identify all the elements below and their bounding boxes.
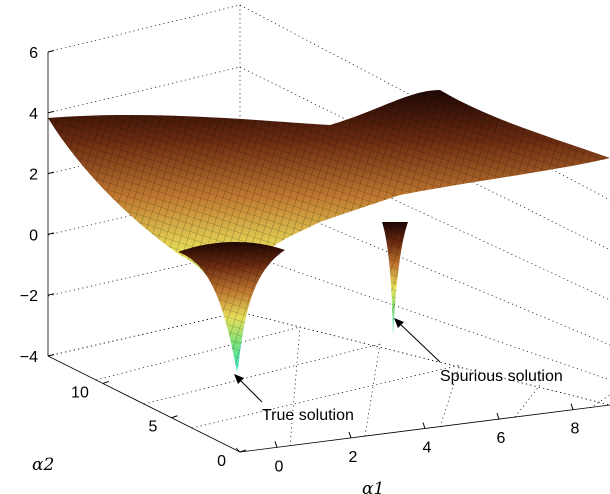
x-tick-mark [274,441,278,448]
z-tick-label: −4 [20,349,38,366]
x-axis-label: α1 [362,479,384,494]
x-tick-label: 8 [571,421,580,438]
z-tick-mark [47,232,55,235]
y-tick-label: 0 [217,453,226,470]
z-axis: −4 −2 0 2 4 6 [20,45,55,366]
surface [48,90,610,372]
z-tick-mark [47,171,55,175]
annotation-spurious-label: Spurious solution [440,368,563,385]
z-tick-label: 6 [29,45,38,62]
x-tick-mark [496,412,500,420]
z-tick-label: 4 [29,106,38,123]
y-axis-label: α2 [32,455,54,475]
annotation-true: True solution [234,374,354,424]
axes-box [47,52,610,453]
x-tick-label: 0 [275,458,284,475]
z-tick-mark [47,110,55,114]
x-tick-label: 6 [497,430,506,447]
z-tick-label: 0 [29,227,38,244]
z-tick-label: 2 [29,167,38,184]
x-tick-mark [348,431,352,439]
x-tick-mark [570,403,574,410]
y-tick-mark [171,415,178,419]
z-tick-mark [47,293,55,296]
annotation-true-label: True solution [262,407,354,424]
x-tick-label: 2 [349,449,358,466]
y-tick-label: 5 [149,419,158,436]
y-tick-label: 10 [71,384,89,401]
x-axis: 0 2 4 6 8 [274,403,580,475]
z-tick-label: −2 [20,288,38,305]
z-tick-mark [47,50,55,53]
y-axis: 10 5 0 [71,380,247,470]
y-tick-mark [102,380,110,384]
z-tick-mark [47,354,55,357]
y-tick-mark [239,449,247,453]
x-tick-mark [422,422,426,429]
x-tick-label: 4 [423,440,432,457]
annotation-spurious: Spurious solution [394,318,563,385]
